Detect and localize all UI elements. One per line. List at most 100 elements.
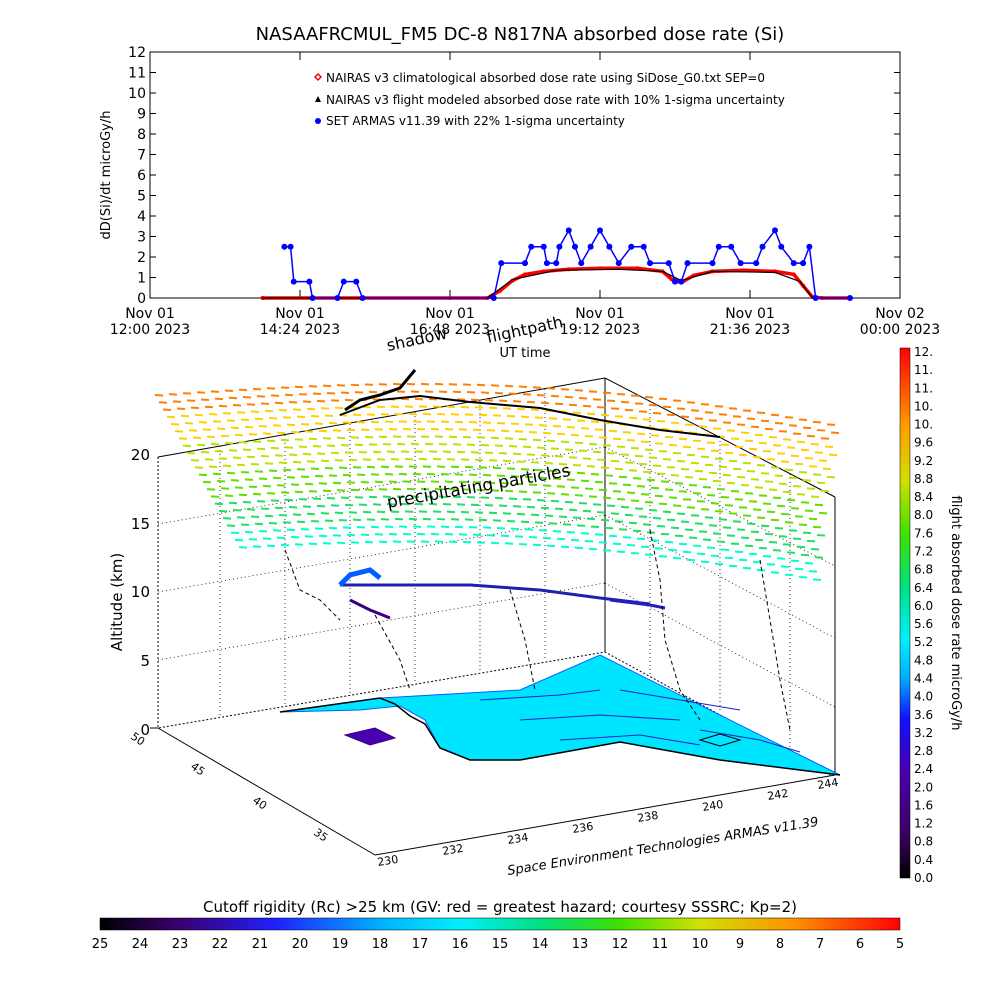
particle-dash [332,481,342,485]
particle-dash [214,397,224,401]
particle-dash [242,500,252,504]
particle-dash [490,489,500,492]
particle-dash [544,514,554,517]
particle-dash [722,526,732,529]
particle-dash [182,392,192,395]
particle-dash [778,430,788,433]
particle-dash [300,422,310,426]
particle-dash [546,492,556,495]
particle-dash [316,504,326,508]
data-point [587,243,594,250]
particle-dash [560,388,570,391]
particle-dash [234,486,244,489]
particle-dash [630,394,640,397]
particle-dash [302,400,312,403]
rigidity-colorbar-tick-label: 19 [332,937,349,952]
x-tick-label: Nov 01 [125,306,175,322]
particle-dash [232,456,242,460]
particle-dash [250,462,260,466]
particle-dash [432,510,442,513]
particle-dash [336,541,346,545]
particle-dash [442,450,452,454]
particle-dash [578,501,588,505]
particle-dash [406,540,416,543]
particle-dash [414,502,424,506]
particle-dash [460,458,470,461]
particle-dash [668,443,678,447]
y-tick-label: 6 [137,168,146,184]
particle-dash [508,497,518,500]
particle-dash [738,558,748,562]
particle-dash [312,444,322,448]
particle-dash [732,520,742,523]
particle-dash [828,453,838,457]
particle-dash [446,405,456,409]
particle-dash [314,527,324,530]
particle-dash [388,480,398,483]
particle-dash [660,427,670,431]
particle-dash [644,501,654,504]
particle-dash [310,415,320,418]
particle-dash [368,495,378,499]
particle-dash [322,489,332,493]
particle-dash [546,387,556,390]
particle-dash [404,510,414,513]
particle-dash [486,429,496,432]
particle-dash [470,398,480,402]
particle-dash [230,531,240,535]
particle-dash [592,398,602,401]
particle-dash [492,466,502,470]
particle-dash [712,479,722,483]
particle-dash [698,530,708,533]
particle-dash [174,430,184,433]
particle-dash [438,442,448,446]
y-tick-label: 2 [137,250,146,266]
series-1 [262,268,850,299]
particle-dash [370,525,380,529]
particle-dash [446,458,456,461]
particle-dash [358,450,368,454]
particle-dash [478,518,488,522]
particle-dash [786,551,796,554]
particle-dash [714,510,724,513]
particle-dash [608,429,618,433]
particle-dash [672,556,682,560]
particle-dash [766,458,776,461]
particle-dash [636,432,646,436]
particle-dash [758,441,768,445]
particle-dash [686,401,696,404]
particle-dash [456,450,466,454]
particle-dash [452,390,462,394]
particle-dash [728,407,738,410]
particle-dash [350,436,360,439]
particle-dash [532,491,542,494]
dose-colorbar-tick-label: 6.0 [914,599,933,613]
particle-dash [304,430,314,433]
data-point [597,227,603,234]
particle-dash [542,536,552,540]
legend: NAIRAS v3 climatological absorbed dose r… [313,71,785,128]
particle-dash [728,459,738,463]
particle-dash [696,552,706,556]
particle-dash [490,436,500,440]
particle-dash [554,402,564,406]
series-layer [260,227,853,301]
particle-dash [574,389,584,392]
particle-dash [618,528,628,531]
particle-dash [530,408,540,412]
rigidity-colorbar-tick-label: 17 [412,937,429,952]
particle-dash [522,445,532,449]
particle-dash [344,503,354,507]
particle-dash [830,431,840,435]
particle-dash [392,487,402,491]
annotation-flightpath: flightpath [485,312,565,347]
particle-dash [602,549,612,552]
particle-dash [240,418,250,422]
particle-dash [272,529,282,532]
particle-dash [324,467,334,470]
particle-dash [326,496,336,500]
particle-dash [826,475,836,479]
particle-dash [466,443,476,446]
dose-colorbar-tick-label: 4.8 [914,653,933,667]
data-point [290,278,297,285]
